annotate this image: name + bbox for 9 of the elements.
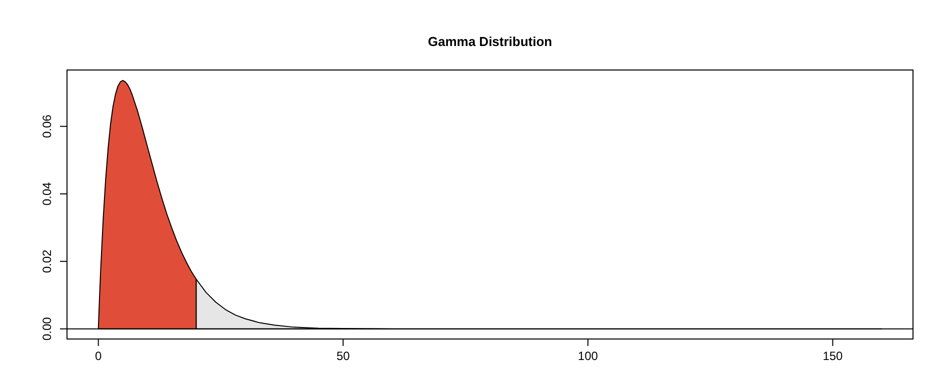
x-tick-label: 50 [336, 349, 350, 363]
y-tick-label: 0.02 [40, 249, 54, 274]
x-tick-label: 150 [822, 349, 844, 363]
y-tick-label: 0.00 [40, 316, 54, 341]
x-tick-label: 100 [578, 349, 598, 363]
x-tick-label: 0 [94, 349, 102, 363]
chart-title: Gamma Distribution [428, 34, 552, 49]
y-tick-label: 0.04 [40, 182, 54, 206]
y-tick-label: 0.06 [40, 114, 54, 138]
